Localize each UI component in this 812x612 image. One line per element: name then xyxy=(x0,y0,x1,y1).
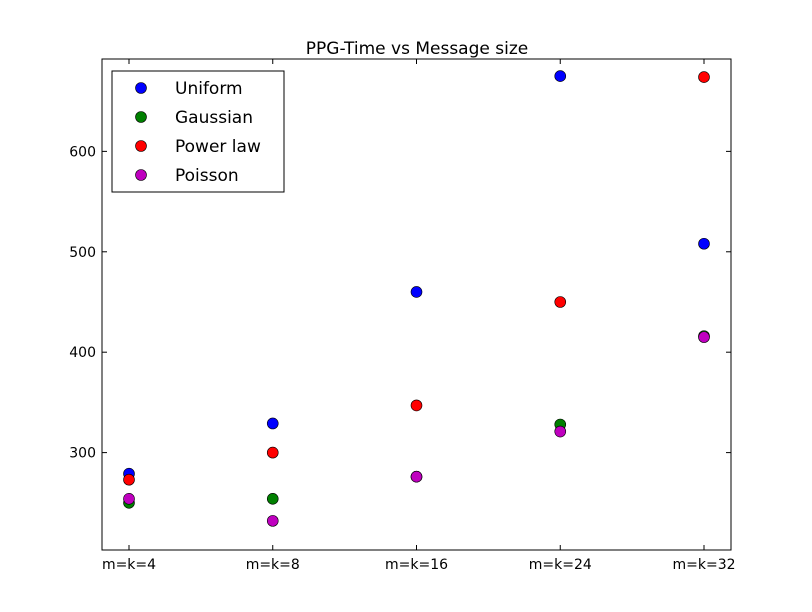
legend-marker-uniform xyxy=(135,82,147,94)
legend-marker-gaussian xyxy=(135,111,147,123)
point-poisson xyxy=(266,515,279,527)
plot-frame xyxy=(101,58,732,551)
point-uniform xyxy=(410,286,423,298)
y-tick-label: 400 xyxy=(69,345,96,361)
point-poisson xyxy=(554,425,567,438)
point-poisson xyxy=(123,492,135,505)
legend-marker-poisson xyxy=(135,169,147,181)
x-tick-label: m=k=24 xyxy=(529,557,592,573)
y-tick-label: 300 xyxy=(69,446,96,462)
legend-label-power-law: Power law xyxy=(175,137,261,157)
point-power-law xyxy=(266,446,279,459)
y-tick-label: 600 xyxy=(69,144,96,160)
x-tick-label: m=k=16 xyxy=(385,557,448,573)
point-gaussian xyxy=(266,492,279,505)
legend-label-poisson: Poisson xyxy=(175,166,239,186)
point-poisson xyxy=(698,331,710,343)
point-uniform xyxy=(554,70,567,82)
point-poisson xyxy=(410,470,423,483)
point-power-law xyxy=(554,296,567,308)
point-power-law xyxy=(410,399,423,412)
point-uniform xyxy=(698,237,710,250)
x-tick-label: m=k=4 xyxy=(102,557,156,573)
point-power-law xyxy=(123,473,135,486)
x-tick-label: m=k=8 xyxy=(246,557,300,573)
x-tick-label: m=k=32 xyxy=(672,557,735,573)
point-uniform xyxy=(266,417,279,430)
y-tick-label: 500 xyxy=(69,245,96,261)
legend-marker-power-law xyxy=(135,140,147,152)
legend-label-gaussian: Gaussian xyxy=(175,108,253,128)
chart-title: PPG-Time vs Message size xyxy=(306,39,528,59)
legend-label-uniform: Uniform xyxy=(175,79,243,99)
point-power-law xyxy=(698,71,710,83)
